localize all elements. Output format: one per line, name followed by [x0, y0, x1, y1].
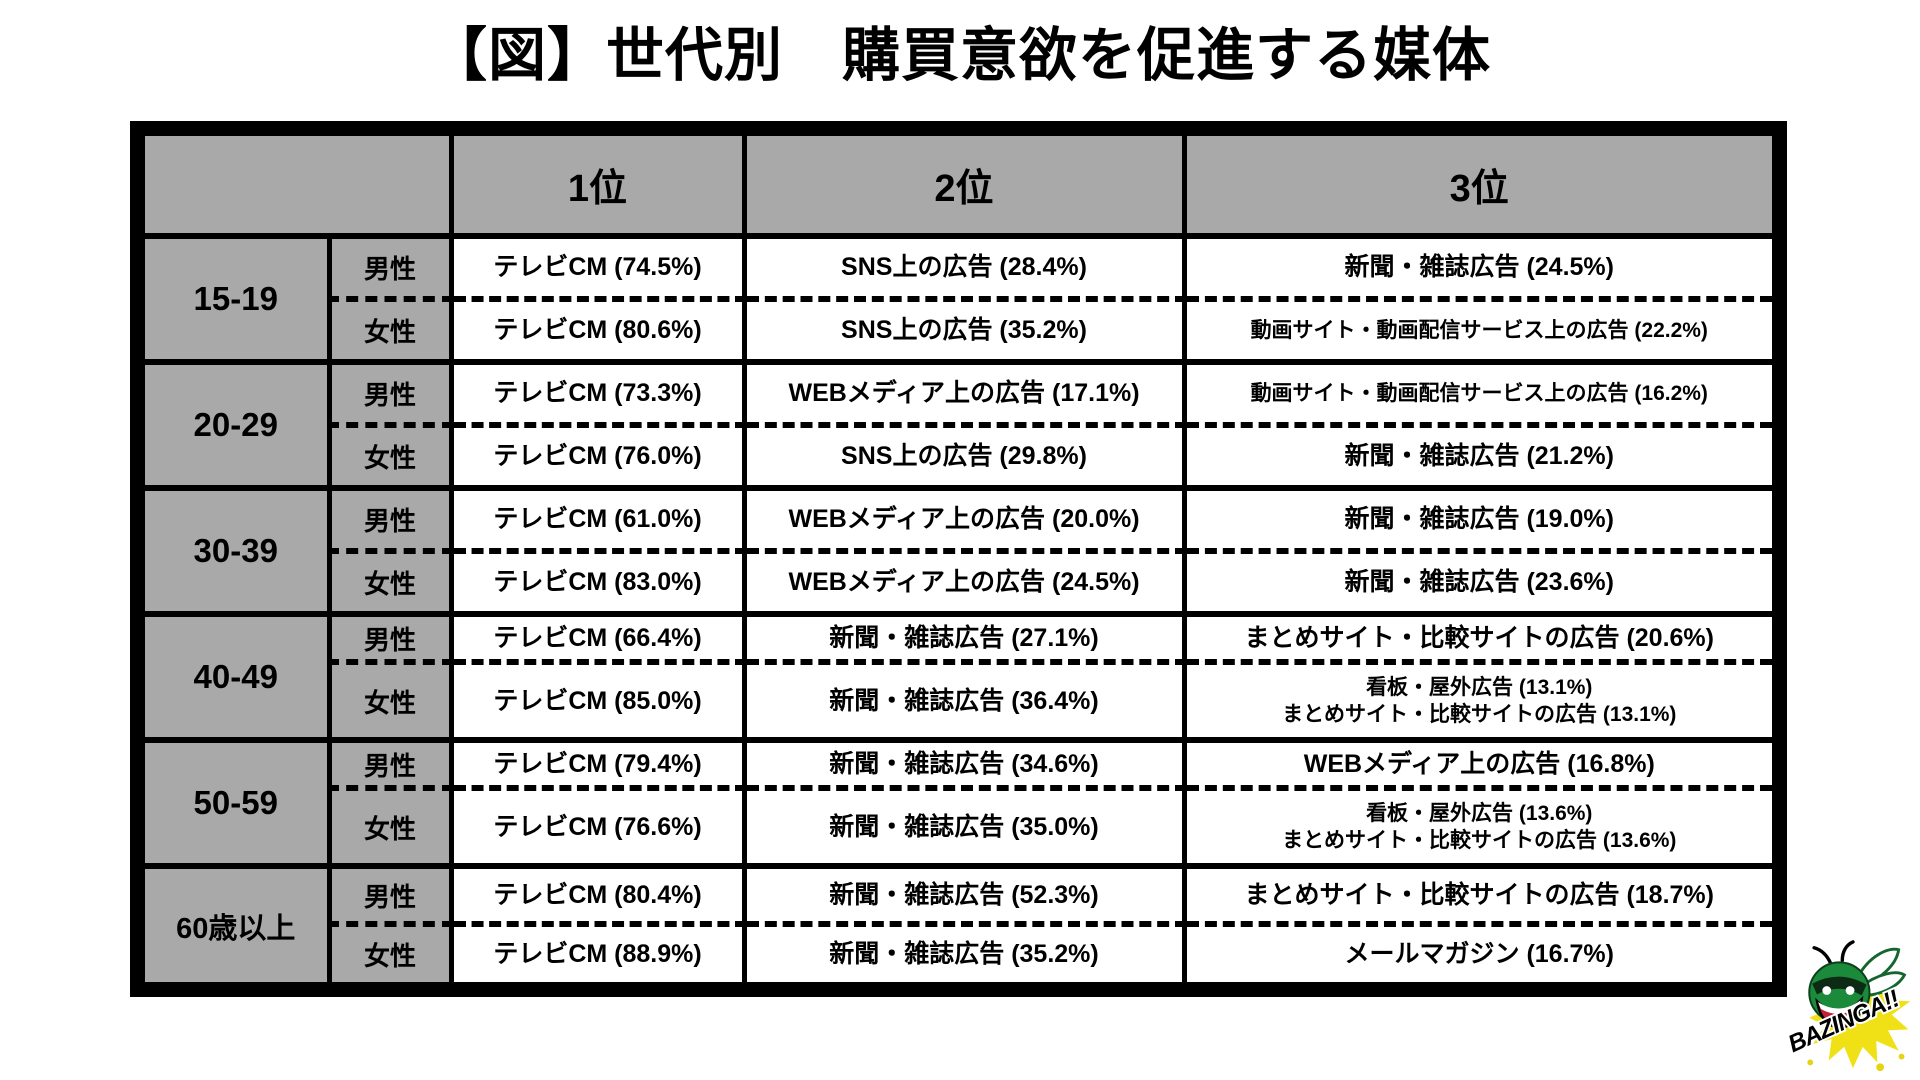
table-row: 15-19 男性 テレビCM (74.5%) SNS上の広告 (28.4%) 新… [145, 236, 1772, 365]
gender-cell: 男性 [326, 362, 454, 428]
splat-dot [1807, 1059, 1814, 1066]
gender-cell: 男性 [326, 236, 454, 302]
rank2-cell: WEBメディア上の広告 (20.0%) [741, 488, 1187, 554]
rank3-cell: WEBメディア上の広告 (16.8%) [1181, 740, 1772, 791]
rank1-cell: テレビCM (61.0%) [448, 488, 747, 554]
rank2-cell: 新聞・雑誌広告 (52.3%) [741, 866, 1187, 927]
rank1-cell: テレビCM (83.0%) [448, 551, 747, 617]
table-row: 女性 テレビCM (80.6%) SNS上の広告 (35.2%) 動画サイト・動… [145, 299, 1772, 365]
rank3-cell: 看板・屋外広告 (13.6%) まとめサイト・比較サイトの広告 (13.6%) [1181, 788, 1772, 869]
rank3-cell: メールマガジン (16.7%) [1181, 924, 1772, 982]
gender-cell: 女性 [326, 788, 454, 869]
rank1-cell: テレビCM (80.6%) [448, 299, 747, 365]
rank2-cell: WEBメディア上の広告 (24.5%) [741, 551, 1187, 617]
rank3-cell: 看板・屋外広告 (13.1%) まとめサイト・比較サイトの広告 (13.1%) [1181, 662, 1772, 743]
rank3-cell: 新聞・雑誌広告 (21.2%) [1181, 425, 1772, 491]
splat-dot [1898, 1053, 1905, 1060]
bazinga-bug-logo-icon: BAZINGA!! [1788, 940, 1911, 1072]
rank2-cell: 新聞・雑誌広告 (27.1%) [741, 614, 1187, 665]
table-row: 女性 テレビCM (83.0%) WEBメディア上の広告 (24.5%) 新聞・… [145, 551, 1772, 617]
rank1-cell: テレビCM (85.0%) [448, 662, 747, 743]
rank2-cell: SNS上の広告 (29.8%) [741, 425, 1187, 491]
rank3-cell: 新聞・雑誌広告 (24.5%) [1181, 236, 1772, 302]
age-cell: 50-59 [145, 740, 332, 869]
table-row: 女性 テレビCM (76.6%) 新聞・雑誌広告 (35.0%) 看板・屋外広告… [145, 788, 1772, 869]
gender-cell: 女性 [326, 924, 454, 982]
rank2-cell: 新聞・雑誌広告 (35.2%) [741, 924, 1187, 982]
column-header-rank1: 1位 [448, 136, 747, 239]
table-row: 女性 テレビCM (85.0%) 新聞・雑誌広告 (36.4%) 看板・屋外広告… [145, 662, 1772, 743]
rank2-cell: 新聞・雑誌広告 (34.6%) [741, 740, 1187, 791]
age-cell: 15-19 [145, 236, 332, 365]
antenna-icon [1812, 946, 1833, 966]
bug-eye [1822, 986, 1832, 995]
rank2-cell: 新聞・雑誌広告 (36.4%) [741, 662, 1187, 743]
rank2-cell: WEBメディア上の広告 (17.1%) [741, 362, 1187, 428]
gender-cell: 女性 [326, 662, 454, 743]
rank3-cell: 新聞・雑誌広告 (19.0%) [1181, 488, 1772, 554]
rank3-cell: まとめサイト・比較サイトの広告 (20.6%) [1181, 614, 1772, 665]
table: 1位 2位 3位 15-19 男性 テレビCM (74.5%) SNS上の広告 … [145, 136, 1772, 982]
age-cell: 40-49 [145, 614, 332, 743]
rank3-cell: まとめサイト・比較サイトの広告 (18.7%) [1181, 866, 1772, 927]
table-row: 40-49 男性 テレビCM (66.4%) 新聞・雑誌広告 (27.1%) ま… [145, 614, 1772, 743]
rank1-cell: テレビCM (79.4%) [448, 740, 747, 791]
table-row: 女性 テレビCM (88.9%) 新聞・雑誌広告 (35.2%) メールマガジン… [145, 924, 1772, 982]
age-cell: 60歳以上 [145, 866, 332, 982]
column-header-rank2: 2位 [741, 136, 1187, 239]
rank2-cell: SNS上の広告 (35.2%) [741, 299, 1187, 365]
rank2-cell: 新聞・雑誌広告 (35.0%) [741, 788, 1187, 869]
gender-cell: 女性 [326, 425, 454, 491]
gender-cell: 女性 [326, 299, 454, 365]
splat-dot [1876, 1063, 1885, 1072]
rank3-cell: 動画サイト・動画配信サービス上の広告 (22.2%) [1181, 299, 1772, 365]
rank1-cell: テレビCM (76.0%) [448, 425, 747, 491]
wing-icon [1857, 971, 1907, 997]
media-ranking-table: 1位 2位 3位 15-19 男性 テレビCM (74.5%) SNS上の広告 … [130, 121, 1787, 997]
rank1-cell: テレビCM (73.3%) [448, 362, 747, 428]
rank1-cell: テレビCM (76.6%) [448, 788, 747, 869]
column-header-rank3: 3位 [1181, 136, 1772, 239]
table-row: 50-59 男性 テレビCM (79.4%) 新聞・雑誌広告 (34.6%) W… [145, 740, 1772, 869]
rank1-cell: テレビCM (66.4%) [448, 614, 747, 665]
bug-teeth [1818, 1000, 1861, 1014]
gender-cell: 男性 [326, 740, 454, 791]
age-cell: 20-29 [145, 362, 332, 491]
gender-cell: 女性 [326, 551, 454, 617]
table-row: 女性 テレビCM (76.0%) SNS上の広告 (29.8%) 新聞・雑誌広告… [145, 425, 1772, 491]
age-cell: 30-39 [145, 488, 332, 617]
bug-eye [1845, 986, 1855, 995]
rank3-cell: 動画サイト・動画配信サービス上の広告 (16.2%) [1181, 362, 1772, 428]
antenna-icon [1840, 940, 1855, 963]
rank3-cell: 新聞・雑誌広告 (23.6%) [1181, 551, 1772, 617]
gender-cell: 男性 [326, 614, 454, 665]
table-row: 60歳以上 男性 テレビCM (80.4%) 新聞・雑誌広告 (52.3%) ま… [145, 866, 1772, 982]
table-row: 30-39 男性 テレビCM (61.0%) WEBメディア上の広告 (20.0… [145, 488, 1772, 617]
corner-blank-cell [145, 136, 454, 239]
gender-cell: 男性 [326, 488, 454, 554]
rank2-cell: SNS上の広告 (28.4%) [741, 236, 1187, 302]
gender-cell: 男性 [326, 866, 454, 927]
rank1-cell: テレビCM (80.4%) [448, 866, 747, 927]
rank1-cell: テレビCM (74.5%) [448, 236, 747, 302]
table-row: 20-29 男性 テレビCM (73.3%) WEBメディア上の広告 (17.1… [145, 362, 1772, 491]
figure-title: 【図】世代別 購買意欲を促進する媒体 [428, 23, 1491, 88]
header-row: 1位 2位 3位 [145, 136, 1772, 239]
rank1-cell: テレビCM (88.9%) [448, 924, 747, 982]
